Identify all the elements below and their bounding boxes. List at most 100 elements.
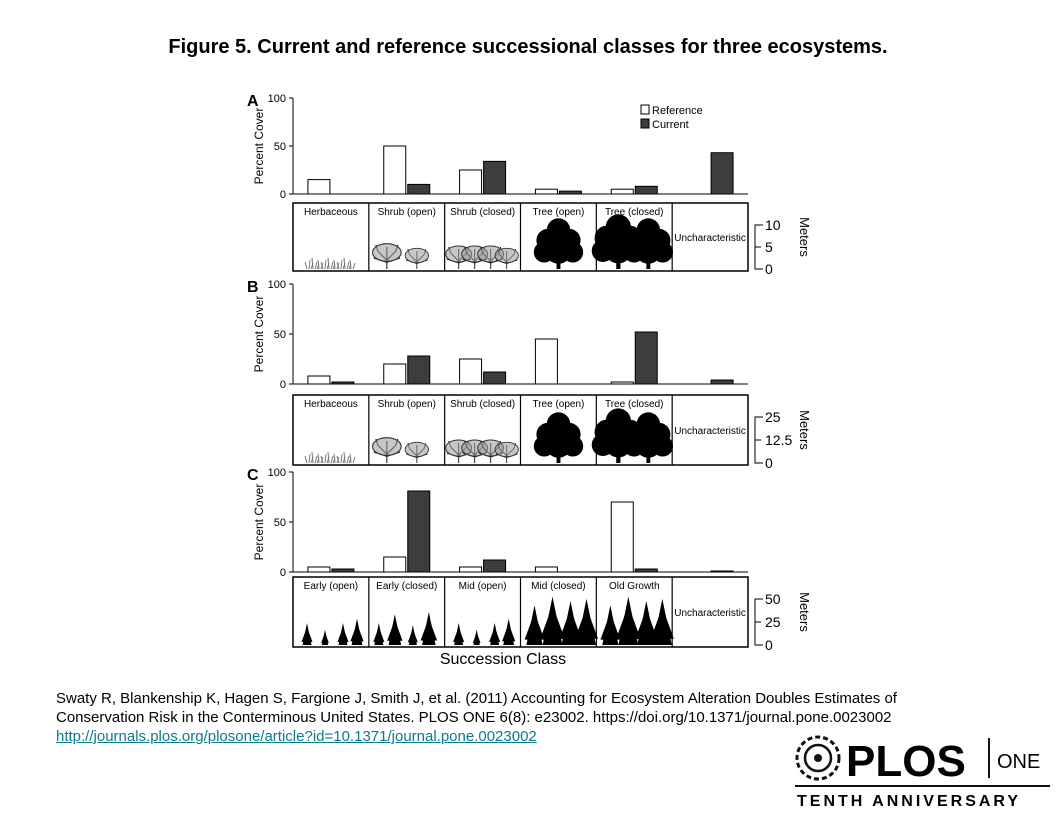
conifer-icon xyxy=(574,598,599,645)
category-label: Early (open) xyxy=(304,581,358,592)
category-label: Uncharacteristic xyxy=(674,608,746,619)
bar-reference xyxy=(307,375,331,385)
bar-reference xyxy=(307,179,331,195)
y-tick-label: 50 xyxy=(274,141,286,153)
meters-tick-label: 0 xyxy=(765,455,773,471)
y-tick-label: 0 xyxy=(280,379,286,391)
bar-reference xyxy=(383,556,407,573)
y-tick-label: 100 xyxy=(268,279,286,291)
shrub-icon xyxy=(404,247,429,270)
citation: Swaty R, Blankenship K, Hagen S, Fargion… xyxy=(56,689,976,746)
citation-link[interactable]: http://journals.plos.org/plosone/article… xyxy=(56,728,537,745)
bar-current xyxy=(407,355,431,385)
bar-current xyxy=(710,570,734,573)
y-tick-label: 0 xyxy=(280,567,286,579)
shrub-icon xyxy=(404,441,429,464)
conifer-icon xyxy=(524,605,545,645)
meters-tick-label: 25 xyxy=(765,409,781,425)
bar-reference xyxy=(610,188,634,195)
category-label: Herbaceous xyxy=(304,399,358,410)
bar-current xyxy=(634,331,658,385)
conifer-icon xyxy=(453,623,465,645)
bar-reference xyxy=(307,566,331,573)
conifer-icon xyxy=(502,618,516,645)
category-label: Uncharacteristic xyxy=(674,426,746,437)
shrub-icon xyxy=(494,247,519,270)
meters-tick-label: 10 xyxy=(765,217,781,233)
bar-current xyxy=(407,490,431,573)
panel-label: B xyxy=(247,279,259,296)
legend-label-current: Current xyxy=(652,119,689,131)
bar-reference xyxy=(459,358,483,385)
grass-icon xyxy=(336,451,356,464)
panel-label: C xyxy=(247,467,259,484)
meters-tick-label: 0 xyxy=(765,637,773,653)
conifer-icon xyxy=(472,629,481,645)
plos-one-logo: PLOS ONE TENTH ANNIVERSARY xyxy=(795,735,1050,810)
one-wordmark: ONE xyxy=(997,751,1040,773)
conifer-icon xyxy=(650,598,674,645)
bar-current xyxy=(710,379,734,385)
meters-tick-label: 25 xyxy=(765,614,781,630)
category-label: Herbaceous xyxy=(304,207,358,218)
conifer-icon xyxy=(600,605,621,645)
bar-reference xyxy=(459,169,483,195)
bar-reference xyxy=(459,566,483,573)
legend-label-reference: Reference xyxy=(652,105,703,117)
bar-reference xyxy=(610,381,634,385)
category-label: Early (closed) xyxy=(376,581,437,592)
y-tick-label: 50 xyxy=(274,517,286,529)
conifer-icon xyxy=(301,623,313,645)
bar-reference xyxy=(534,338,558,385)
conifer-icon xyxy=(350,618,364,645)
plos-seal-icon xyxy=(795,735,841,781)
plos-wordmark: PLOS xyxy=(846,737,966,786)
bar-reference xyxy=(383,145,407,195)
shrub-icon xyxy=(371,437,402,464)
bar-current xyxy=(483,559,507,573)
bar-reference xyxy=(534,566,558,573)
grass-icon xyxy=(336,257,356,270)
shrub-icon xyxy=(371,243,402,270)
bar-reference xyxy=(383,363,407,385)
conifer-icon xyxy=(321,629,329,645)
meters-tick-label: 50 xyxy=(765,591,781,607)
bar-current xyxy=(331,381,355,385)
category-label: Tree (closed) xyxy=(605,207,664,218)
bar-current xyxy=(558,190,582,195)
y-tick-label: 50 xyxy=(274,329,286,341)
tree-icon xyxy=(533,218,584,269)
category-label: Shrub (closed) xyxy=(450,207,515,218)
bar-current xyxy=(407,183,431,195)
bar-current xyxy=(634,568,658,573)
meters-tick-label: 0 xyxy=(765,261,773,277)
category-label: Shrub (open) xyxy=(378,207,436,218)
category-label: Mid (closed) xyxy=(531,581,585,592)
y-axis-title: Percent Cover xyxy=(252,484,266,561)
conifer-icon xyxy=(407,625,418,645)
citation-text: Swaty R, Blankenship K, Hagen S, Fargion… xyxy=(56,690,897,726)
figure-title: Figure 5. Current and reference successi… xyxy=(168,36,888,58)
y-tick-label: 100 xyxy=(268,93,286,105)
category-label: Tree (open) xyxy=(532,399,584,410)
conifer-icon xyxy=(373,623,385,645)
meters-axis-title: Meters xyxy=(797,217,812,257)
grass-icon xyxy=(320,257,340,270)
category-label: Tree (closed) xyxy=(605,399,664,410)
bar-reference xyxy=(534,188,558,195)
bar-current xyxy=(710,152,734,195)
bar-current xyxy=(483,371,507,385)
legend-swatch-reference xyxy=(640,104,650,115)
conifer-icon xyxy=(387,614,403,645)
conifer-icon xyxy=(420,612,438,645)
y-tick-label: 100 xyxy=(268,467,286,479)
y-tick-label: 0 xyxy=(280,189,286,201)
bar-current xyxy=(483,160,507,195)
tree-icon xyxy=(533,412,584,463)
grass-icon xyxy=(304,451,324,464)
category-label: Old Growth xyxy=(609,581,660,592)
category-label: Uncharacteristic xyxy=(674,233,746,244)
